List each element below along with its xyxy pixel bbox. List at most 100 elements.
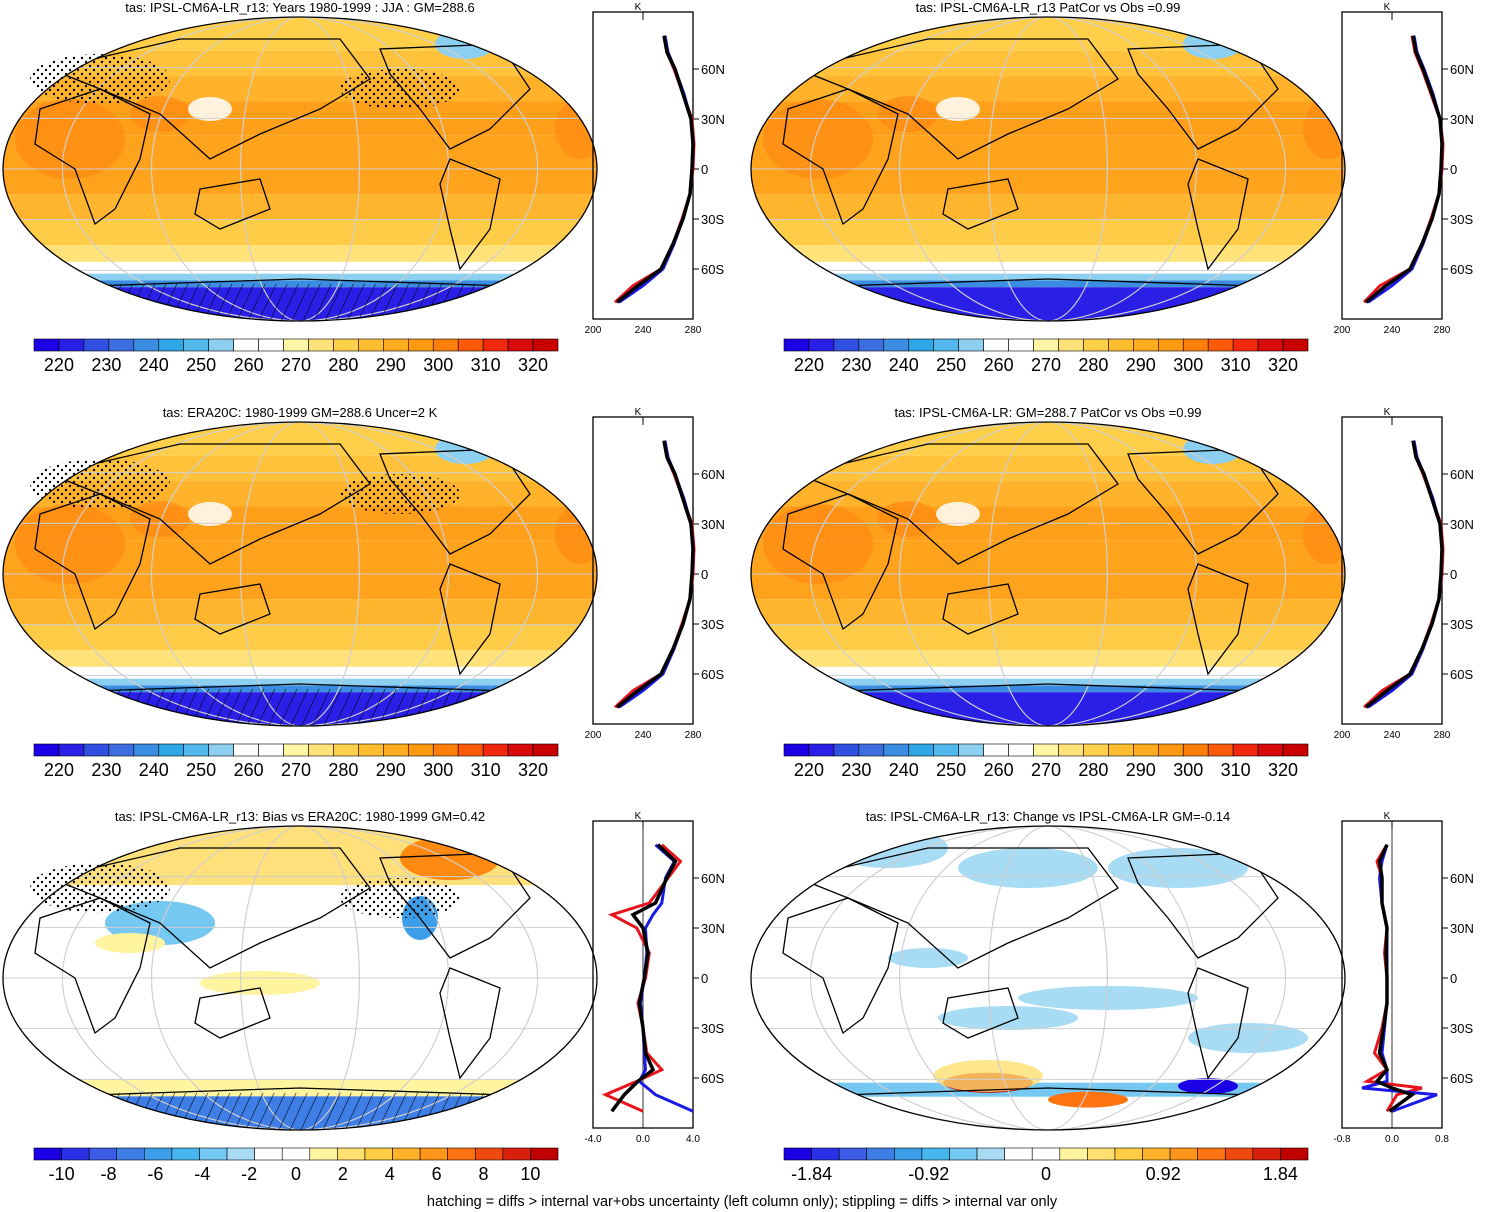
colorbar-swatch: [1182, 338, 1209, 352]
zonal-profile: K 60N 30N 0 30S 60S 200 240 280: [585, 407, 725, 741]
colorbar-swatch: [1232, 338, 1259, 352]
colorbar-swatch: [1133, 338, 1159, 352]
colorbar-swatch: [58, 338, 85, 352]
profile-xtick: 280: [1434, 325, 1451, 336]
colorbar-swatch: [158, 743, 185, 757]
colorbar-swatch: [144, 1147, 173, 1161]
colorbar-swatch: [1282, 338, 1309, 352]
stippling: [340, 878, 460, 918]
colorbar-swatch: [358, 743, 384, 757]
colorbar-label: 290: [376, 355, 406, 375]
colorbar-swatch: [883, 743, 910, 757]
colorbar-label: 300: [423, 355, 453, 375]
colorbar-swatch: [958, 743, 984, 757]
cooling-region: [888, 948, 968, 968]
australia-outline: [194, 178, 271, 230]
map-band: [751, 50, 1345, 77]
cooling-region: [1108, 848, 1248, 888]
profile-frame: [1341, 416, 1443, 725]
hatching: [3, 688, 597, 726]
colorbar-swatch: [1182, 743, 1209, 757]
lat-label: 60N: [701, 467, 725, 482]
colorbar-swatch: [502, 1147, 531, 1161]
colorbar-swatch: [226, 1147, 255, 1161]
profile-xtick: 280: [1434, 730, 1451, 741]
colorbar-label: 280: [1078, 355, 1108, 375]
profile-series-1: [613, 440, 696, 709]
colorbar-swatch: [1033, 338, 1059, 352]
south-america-outline: [1187, 158, 1249, 271]
colorbar-swatch: [392, 1147, 421, 1161]
colorbar-label: 230: [841, 355, 871, 375]
profile-series-2: [618, 35, 695, 304]
tropic-bias: [200, 971, 320, 995]
map-border: [750, 421, 1346, 727]
map-field: [3, 422, 597, 726]
lat-label: 60N: [701, 871, 725, 886]
colorbar-swatch: [1031, 1147, 1061, 1161]
colorbar-label: 310: [1221, 355, 1251, 375]
panel-6: tas: IPSL-CM6A-LR_r13: Change vs IPSL-CM…: [750, 809, 1474, 1184]
colorbar-swatch: [976, 1147, 1005, 1161]
colorbar-swatch: [482, 338, 509, 352]
profile-xtick: 240: [635, 325, 652, 336]
map-band: [3, 245, 597, 262]
colorbar-label: 310: [1221, 760, 1251, 780]
colorbar-label: 2: [338, 1164, 348, 1184]
colorbar-swatch: [949, 1147, 978, 1161]
lat-label: 30N: [701, 112, 725, 127]
profile-series-2: [1367, 440, 1444, 709]
colorbar-label: 320: [1268, 760, 1298, 780]
colorbar-swatch: [61, 1147, 90, 1161]
colorbar-swatch: [407, 743, 434, 757]
colorbar-swatch: [457, 338, 484, 352]
cooling-region: [1188, 1023, 1308, 1053]
colorbar: 220 230 240 250 260 270 280 290 300 310 320: [33, 338, 559, 375]
colorbar-swatch: [1232, 743, 1259, 757]
colorbar-label: 250: [186, 760, 216, 780]
colorbar-swatch: [1114, 1147, 1143, 1161]
colorbar-label: 220: [44, 355, 74, 375]
colorbar-swatch: [1033, 743, 1059, 757]
colorbar-swatch: [258, 743, 284, 757]
colorbar-label: 270: [281, 760, 311, 780]
australia-outline: [194, 987, 271, 1039]
profile-xtick: 0.0: [636, 1134, 650, 1145]
map-band: [3, 650, 597, 667]
profile-series-2: [1367, 35, 1444, 304]
colorbar-label: 290: [1126, 760, 1156, 780]
lat-label: 0: [1450, 971, 1457, 986]
colorbar-swatch: [1280, 1147, 1309, 1161]
profile-series-3: [1364, 35, 1444, 304]
colorbar-swatch: [364, 1147, 393, 1161]
map-band: [751, 692, 1345, 726]
colorbar-swatch: [783, 338, 810, 352]
colorbar-swatch: [1169, 1147, 1198, 1161]
colorbar-label: 280: [328, 355, 358, 375]
profile-series-3: [615, 35, 695, 304]
colorbar-label: -6: [147, 1164, 163, 1184]
lat-label: 60N: [1450, 62, 1474, 77]
map-band: [751, 678, 1345, 686]
colorbar-swatch: [1108, 743, 1134, 757]
map-band: [751, 481, 1345, 507]
panel-5: tas: IPSL-CM6A-LR_r13: Bias vs ERA20C: 1…: [2, 809, 725, 1184]
colorbar-label: 260: [234, 355, 264, 375]
colorbar-swatch: [808, 743, 835, 757]
colorbar-swatch: [1133, 743, 1159, 757]
colorbar-label: 240: [139, 760, 169, 780]
colorbar-swatch: [1252, 1147, 1281, 1161]
lat-label: 30S: [701, 617, 724, 632]
south-america-outline: [439, 563, 501, 676]
colorbar-label: 240: [889, 760, 919, 780]
map-border: [2, 825, 598, 1131]
profile-xtick: 200: [585, 325, 602, 336]
map-band: [751, 194, 1345, 220]
colorbar-label: 220: [794, 760, 824, 780]
colorbar-label: 230: [91, 760, 121, 780]
colorbar-swatch: [308, 743, 334, 757]
map-band: [3, 666, 597, 679]
tibet-cold: [188, 502, 232, 526]
panel-title: tas: IPSL-CM6A-LR_r13: Bias vs ERA20C: 1…: [115, 809, 485, 824]
profile-xtick: 280: [685, 325, 702, 336]
